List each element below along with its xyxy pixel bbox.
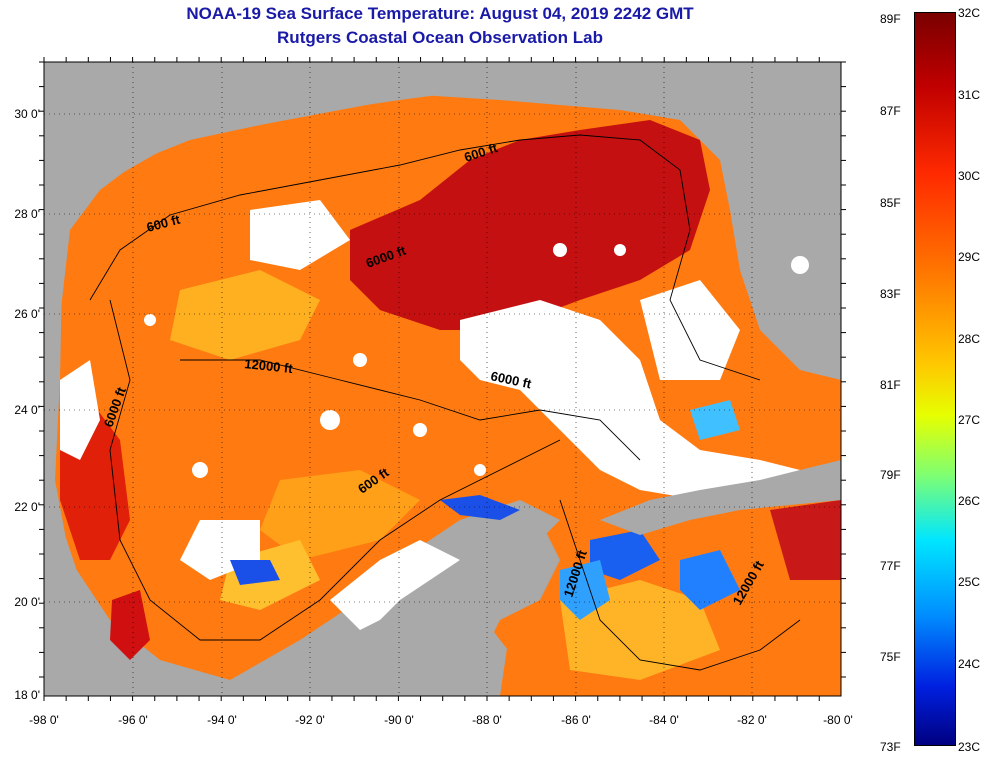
lat-label-22: 22 0' bbox=[14, 500, 40, 514]
lat-label-18: 18 0' bbox=[14, 688, 40, 702]
warm-patch-2 bbox=[260, 470, 420, 560]
cool-filament-5 bbox=[690, 400, 740, 440]
cloud-central bbox=[460, 300, 800, 500]
colorbar-label-24c: 24C bbox=[958, 657, 981, 671]
lon-label-86: -86 0' bbox=[561, 713, 591, 727]
lat-label-30: 30 0' bbox=[14, 107, 40, 121]
cloud-specks bbox=[144, 243, 809, 478]
yucatan-peninsula bbox=[360, 520, 560, 696]
colorbar-label-83f: 83F bbox=[880, 287, 901, 301]
colorbar-label-81f: 81F bbox=[880, 378, 901, 392]
cool-filament-6 bbox=[230, 560, 280, 585]
colorbar-label-29c: 29C bbox=[958, 250, 981, 264]
temperature-colorbar bbox=[914, 12, 956, 746]
cuba bbox=[600, 460, 841, 535]
contour-caribbean bbox=[559, 499, 801, 671]
florida-peninsula bbox=[730, 62, 841, 360]
cool-filament-1 bbox=[440, 495, 520, 520]
title-line-1: NOAA-19 Sea Surface Temperature: August … bbox=[186, 4, 694, 23]
colorbar-label-26c: 26C bbox=[958, 494, 981, 508]
cloud-campeche-bank bbox=[330, 540, 460, 630]
colorbar-label-25c: 25C bbox=[958, 575, 981, 589]
lat-label-26: 26 0' bbox=[14, 307, 40, 321]
cool-filament-4 bbox=[680, 550, 740, 610]
hot-cuba-east bbox=[770, 500, 841, 580]
lat-label-20: 20 0' bbox=[14, 595, 40, 609]
lon-label-84: -84 0' bbox=[649, 713, 679, 727]
cool-filament-2 bbox=[590, 530, 660, 580]
lon-label-94: -94 0' bbox=[207, 713, 237, 727]
graticule bbox=[44, 62, 841, 696]
colorbar-label-79f: 79F bbox=[880, 468, 901, 482]
lat-label-28: 28 0' bbox=[14, 207, 40, 221]
title-line-2: Rutgers Coastal Ocean Observation Lab bbox=[277, 28, 603, 47]
axis-ticks bbox=[39, 57, 846, 701]
hot-yucatan-edge bbox=[110, 590, 150, 660]
hot-core bbox=[350, 120, 710, 330]
colorbar-label-23c: 23C bbox=[958, 740, 981, 754]
colorbar-label-85f: 85F bbox=[880, 196, 901, 210]
lon-label-96: -96 0' bbox=[118, 713, 148, 727]
colorbar-label-30c: 30C bbox=[958, 169, 981, 183]
lon-label-98: -98 0' bbox=[29, 713, 59, 727]
cloud-north bbox=[250, 200, 350, 270]
cool-filament-3 bbox=[560, 560, 610, 620]
colorbar-label-32c: 32C bbox=[958, 6, 981, 20]
lon-label-92: -92 0' bbox=[295, 713, 325, 727]
lon-label-88: -88 0' bbox=[472, 713, 502, 727]
contour-6000ft-slope bbox=[109, 299, 561, 641]
contour-label-12000ft-west: 12000 ft bbox=[244, 356, 294, 376]
colorbar-label-73f: 73F bbox=[880, 740, 901, 754]
lon-label-90: -90 0' bbox=[384, 713, 414, 727]
colorbar-label-87f: 87F bbox=[880, 104, 901, 118]
warm-patch-1 bbox=[170, 270, 320, 360]
mexico-coast bbox=[44, 62, 740, 696]
lon-label-80: -80 0' bbox=[823, 713, 853, 727]
lat-label-24: 24 0' bbox=[14, 403, 40, 417]
colorbar-label-27c: 27C bbox=[958, 413, 981, 427]
colorbar-label-31c: 31C bbox=[958, 88, 981, 102]
colorbar-label-77f: 77F bbox=[880, 559, 901, 573]
colorbar-label-89f: 89F bbox=[880, 12, 901, 26]
contour-600ft-shelf bbox=[89, 134, 761, 381]
colorbar-label-28c: 28C bbox=[958, 332, 981, 346]
cloud-florida-shelf bbox=[640, 280, 740, 380]
lon-label-82: -82 0' bbox=[737, 713, 767, 727]
colorbar-label-75f: 75F bbox=[880, 650, 901, 664]
